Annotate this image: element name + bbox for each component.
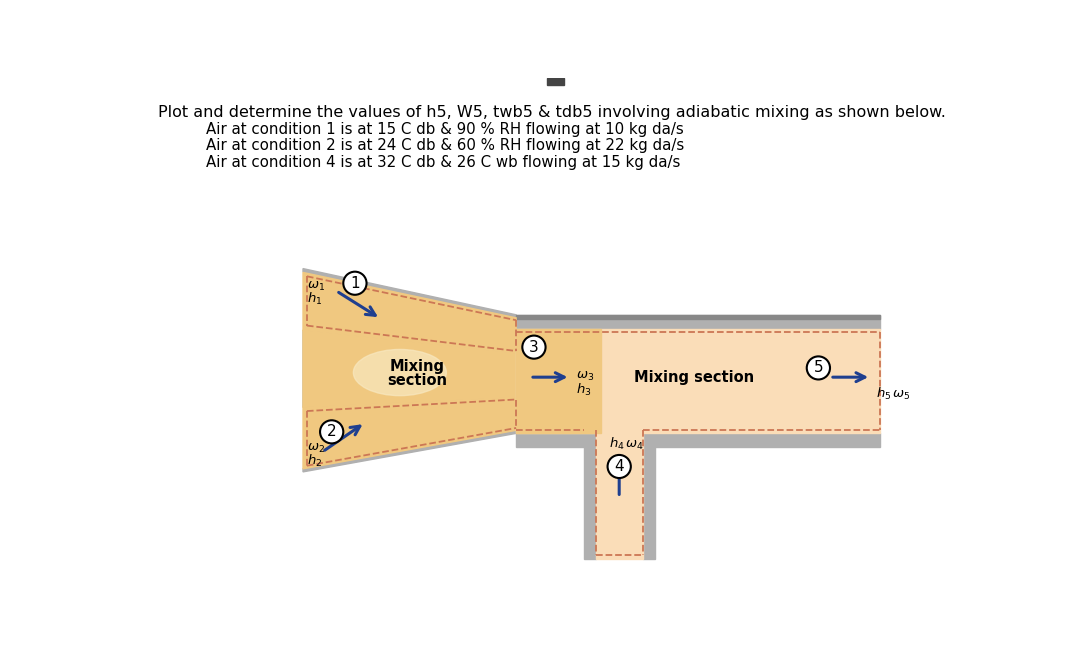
- Text: 5: 5: [814, 360, 824, 375]
- Text: 4: 4: [614, 459, 624, 474]
- Ellipse shape: [353, 349, 446, 396]
- Polygon shape: [303, 397, 516, 469]
- Bar: [516, 329, 880, 433]
- Text: $h_4\,\omega_4$: $h_4\,\omega_4$: [609, 435, 645, 452]
- Text: $\omega_2$: $\omega_2$: [307, 442, 325, 455]
- Circle shape: [806, 356, 830, 380]
- Circle shape: [608, 455, 631, 478]
- Circle shape: [320, 421, 344, 443]
- Bar: [547, 78, 564, 85]
- Circle shape: [344, 272, 367, 295]
- Text: $\omega_3$: $\omega_3$: [576, 370, 594, 383]
- Bar: [596, 433, 644, 559]
- Bar: [516, 315, 880, 329]
- Text: Mixing: Mixing: [389, 359, 444, 374]
- Bar: [516, 329, 601, 433]
- Bar: [516, 433, 880, 447]
- Polygon shape: [303, 330, 516, 407]
- Bar: [644, 433, 655, 559]
- Text: $h_5\,\omega_5$: $h_5\,\omega_5$: [876, 386, 911, 402]
- Text: 1: 1: [350, 276, 360, 291]
- Text: section: section: [387, 373, 447, 388]
- Bar: [516, 315, 880, 319]
- Text: Air at condition 1 is at 15 C db & 90 % RH flowing at 10 kg da/s: Air at condition 1 is at 15 C db & 90 % …: [206, 122, 684, 137]
- Text: $h_2$: $h_2$: [307, 453, 322, 468]
- Text: $h_1$: $h_1$: [307, 291, 322, 307]
- Text: 2: 2: [327, 424, 336, 439]
- Text: Plot and determine the values of h5, W5, twb5 & tdb5 involving adiabatic mixing : Plot and determine the values of h5, W5,…: [158, 105, 946, 120]
- Polygon shape: [303, 269, 516, 318]
- Text: $h_3$: $h_3$: [576, 382, 591, 398]
- Polygon shape: [303, 272, 516, 353]
- Text: Air at condition 2 is at 24 C db & 60 % RH flowing at 22 kg da/s: Air at condition 2 is at 24 C db & 60 % …: [206, 138, 684, 153]
- Polygon shape: [303, 430, 516, 472]
- Polygon shape: [303, 330, 516, 407]
- Bar: [585, 433, 596, 559]
- Text: 3: 3: [529, 340, 539, 355]
- Text: Mixing section: Mixing section: [634, 369, 755, 385]
- Text: $\omega_1$: $\omega_1$: [307, 280, 325, 293]
- Text: Air at condition 4 is at 32 C db & 26 C wb flowing at 15 kg da/s: Air at condition 4 is at 32 C db & 26 C …: [206, 155, 681, 170]
- Circle shape: [523, 336, 546, 358]
